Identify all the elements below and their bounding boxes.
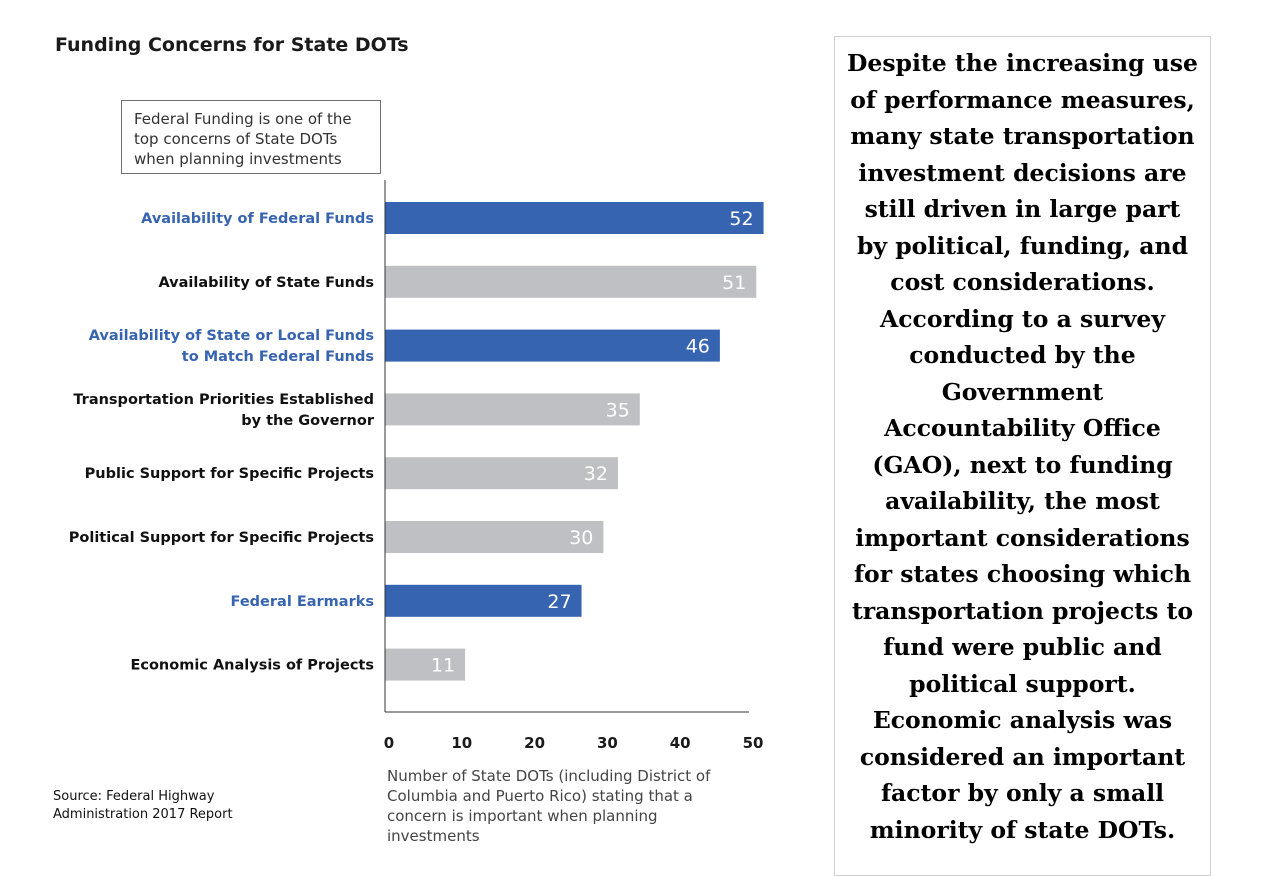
source-note: Source: Federal Highway Administration 2… — [53, 789, 233, 822]
bar — [385, 202, 764, 234]
bar — [385, 265, 757, 298]
category-label: Economic Analysis of Projects — [130, 658, 374, 674]
category-label: Availability of State or Local Funds — [89, 328, 374, 344]
chart-title: Funding Concerns for State DOTs — [55, 34, 409, 56]
category-label: by the Governor — [241, 413, 375, 429]
x-tick-label: 40 — [670, 734, 691, 752]
category-label: to Match Federal Funds — [182, 349, 374, 365]
bar-value-label: 51 — [722, 272, 746, 294]
bar-value-label: 30 — [569, 527, 593, 549]
category-label: Federal Earmarks — [231, 594, 374, 610]
category-label: Availability of State Funds — [158, 275, 374, 291]
x-tick-label: 20 — [524, 734, 545, 752]
bar — [385, 521, 604, 553]
x-tick-label: 10 — [451, 734, 472, 752]
category-label: Public Support for Specific Projects — [85, 466, 374, 482]
category-label: Availability of Federal Funds — [141, 211, 374, 227]
bar — [385, 457, 618, 490]
x-tick-label: 50 — [743, 734, 764, 752]
bar — [385, 329, 720, 362]
bar — [385, 584, 582, 617]
category-label: Political Support for Specific Projects — [69, 530, 374, 546]
bar — [385, 393, 640, 426]
x-tick-label: 30 — [597, 734, 618, 752]
category-label: Transportation Priorities Established — [73, 392, 374, 408]
bar-value-label: 46 — [686, 336, 710, 358]
bar-value-label: 27 — [547, 591, 571, 613]
chart-annotation: Federal Funding is one of the top concer… — [121, 100, 381, 174]
side-text: Despite the increasing use of performanc… — [834, 36, 1211, 876]
bar-value-label: 11 — [431, 655, 455, 677]
bar-chart: 52 Availability of Federal Funds 51 Availab… — [69, 180, 764, 752]
bar-value-label: 52 — [729, 208, 753, 230]
bar-value-label: 35 — [606, 399, 630, 421]
bar-value-label: 32 — [584, 463, 608, 485]
x-tick-label: 0 — [384, 734, 394, 752]
bar — [385, 648, 466, 681]
x-axis-title: Number of State DOTs (including District… — [387, 767, 711, 845]
